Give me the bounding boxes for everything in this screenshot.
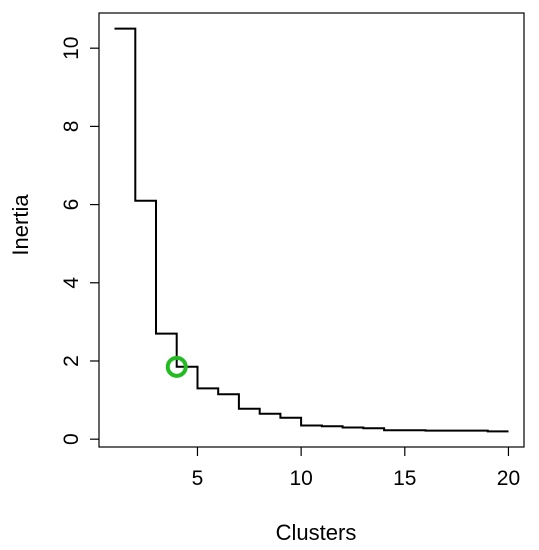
y-tick-label: 0 xyxy=(60,433,83,445)
y-tick-label: 2 xyxy=(60,355,83,367)
x-tick-label: 15 xyxy=(393,467,416,490)
ticks-layer: 5 10 15 20 0 2 4 6 8 10 xyxy=(60,37,520,490)
plot-frame xyxy=(98,12,525,448)
y-tick-label: 8 xyxy=(60,121,83,133)
y-tick-label: 4 xyxy=(60,277,83,289)
y-axis-label: Inertia xyxy=(8,194,33,256)
x-tick-label: 10 xyxy=(289,467,312,490)
x-axis-label: Clusters xyxy=(276,520,357,545)
elbow-highlight-marker xyxy=(165,355,188,378)
x-tick-label: 20 xyxy=(497,467,520,490)
inertia-step-line xyxy=(114,27,509,433)
x-tick-label: 5 xyxy=(192,467,204,490)
y-tick-label: 10 xyxy=(60,37,83,60)
y-tick-label: 6 xyxy=(60,199,83,211)
